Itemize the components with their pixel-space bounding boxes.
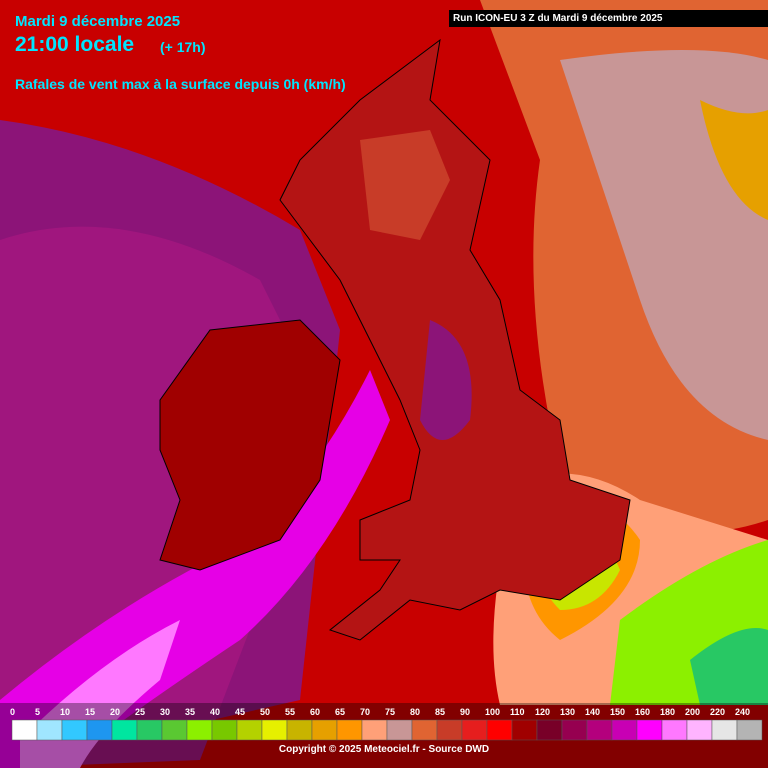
legend-swatch	[386, 719, 413, 741]
legend-label: 90	[460, 707, 470, 717]
orange-zone	[700, 100, 768, 220]
legend-label: 140	[585, 707, 600, 717]
legend-label: 40	[210, 707, 220, 717]
scotland-highlands	[360, 130, 450, 240]
legend-label: 75	[385, 707, 395, 717]
legend-swatch	[561, 719, 588, 741]
green-zone	[690, 628, 768, 705]
legend-label: 0	[10, 707, 15, 717]
legend-label: 180	[660, 707, 675, 717]
legend-swatch	[61, 719, 88, 741]
legend-label: 100	[485, 707, 500, 717]
legend-label: 80	[410, 707, 420, 717]
legend-label: 5	[35, 707, 40, 717]
legend-label: 200	[685, 707, 700, 717]
legend-label: 65	[335, 707, 345, 717]
legend-label: 25	[135, 707, 145, 717]
legend-label: 10	[60, 707, 70, 717]
legend-swatch	[586, 719, 613, 741]
copyright: Copyright © 2025 Meteociel.fr - Source D…	[278, 744, 490, 755]
legend-label: 20	[110, 707, 120, 717]
legend-swatch	[511, 719, 538, 741]
legend-label: 35	[185, 707, 195, 717]
legend-labels: 0 5 10 15 20 25 30 35 40 45 50 55 60 65 70 75 80 85 90 100 1…	[10, 707, 750, 717]
legend-swatch	[211, 719, 238, 741]
legend-swatch	[111, 719, 138, 741]
legend-swatch	[336, 719, 363, 741]
legend-label: 50	[260, 707, 270, 717]
legend-swatch	[611, 719, 638, 741]
forecast-offset: (+ 17h)	[160, 39, 206, 55]
pennines	[420, 320, 472, 440]
legend-swatch	[736, 719, 763, 741]
legend-label: 30	[160, 707, 170, 717]
legend-label: 55	[285, 707, 295, 717]
legend-swatch	[86, 719, 113, 741]
legend-swatch	[186, 719, 213, 741]
legend-swatch	[661, 719, 688, 741]
legend-label: 70	[360, 707, 370, 717]
legend-label: 110	[510, 707, 525, 717]
forecast-date: Mardi 9 décembre 2025	[15, 13, 181, 30]
legend-label: 85	[435, 707, 445, 717]
legend-label: 45	[235, 707, 245, 717]
legend-swatch	[461, 719, 488, 741]
ireland	[159, 319, 341, 571]
legend-swatch	[411, 719, 438, 741]
legend-label: 120	[535, 707, 550, 717]
legend-swatch	[686, 719, 713, 741]
legend-swatch	[436, 719, 463, 741]
legend-label: 130	[560, 707, 575, 717]
legend-label: 60	[310, 707, 320, 717]
legend-swatch	[136, 719, 163, 741]
legend-label: 160	[635, 707, 650, 717]
legend-swatch	[36, 719, 63, 741]
legend-label: 240	[735, 707, 750, 717]
legend-swatch	[636, 719, 663, 741]
legend-swatch	[311, 719, 338, 741]
legend-swatch	[536, 719, 563, 741]
legend-label: 15	[85, 707, 95, 717]
legend-scale	[11, 719, 763, 741]
legend-swatch	[236, 719, 263, 741]
legend-swatch	[286, 719, 313, 741]
legend-label: 150	[610, 707, 625, 717]
map-subtitle: Rafales de vent max à la surface depuis …	[15, 76, 346, 92]
legend-swatch	[486, 719, 513, 741]
forecast-time: 21:00 locale	[15, 33, 135, 56]
legend-label: 220	[710, 707, 725, 717]
run-label: Run ICON-EU 3 Z du Mardi 9 décembre 2025	[449, 10, 768, 27]
legend-swatch	[11, 719, 38, 741]
legend-swatch	[261, 719, 288, 741]
legend-swatch	[361, 719, 388, 741]
legend-swatch	[711, 719, 738, 741]
legend-swatch	[161, 719, 188, 741]
